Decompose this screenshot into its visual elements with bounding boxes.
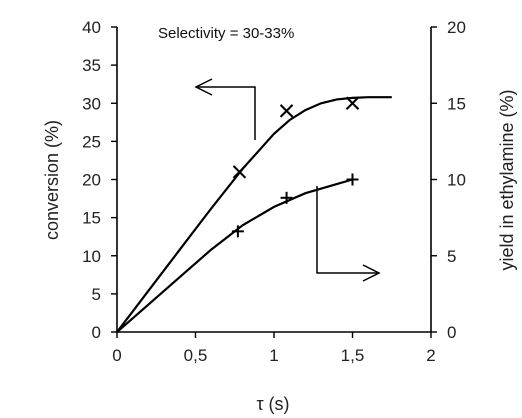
y-right-tick-label: 10 — [447, 171, 466, 190]
arrow-to-right-axis — [316, 186, 377, 274]
x-tick-label: 1 — [269, 346, 278, 365]
x-axis-label: τ (s) — [256, 394, 289, 414]
y-right-tick-label: 0 — [447, 323, 456, 342]
arrow-to-left-axis-head — [194, 78, 213, 96]
conversion-point — [232, 165, 247, 179]
conversion-point — [345, 96, 360, 110]
y-right-tick-label: 5 — [447, 247, 456, 266]
x-tick-label: 2 — [426, 346, 435, 365]
y-left-tick-label: 30 — [82, 94, 101, 113]
yield-fit-curve — [116, 178, 353, 333]
y-left-tick-label: 25 — [82, 132, 101, 151]
selectivity-annotation: Selectivity = 30-33% — [158, 25, 294, 42]
x-marker-stroke — [279, 104, 294, 118]
yield-point — [280, 191, 293, 204]
x-tick-label: 0 — [112, 346, 121, 365]
y-left-tick-label: 10 — [82, 247, 101, 266]
x-tick-label: 0,5 — [184, 346, 208, 365]
ticks — [111, 26, 437, 338]
arrow-to-right-axis-head — [362, 264, 381, 282]
y-left-tick-label: 40 — [82, 18, 101, 37]
y-axis-left-label: conversion (%) — [42, 120, 62, 240]
conversion-point — [279, 104, 294, 118]
yield-point — [231, 225, 244, 238]
axes — [116, 27, 432, 333]
x-tick-label: 1,5 — [341, 346, 365, 365]
y-left-tick-label: 0 — [92, 323, 101, 342]
y-right-tick-label: 15 — [447, 94, 466, 113]
y-left-tick-label: 35 — [82, 56, 101, 75]
arrow-to-left-axis — [198, 86, 256, 140]
x-marker-stroke — [345, 96, 360, 110]
data-markers — [231, 96, 360, 238]
y-right-tick-label: 20 — [447, 18, 466, 37]
yield-point — [346, 173, 359, 186]
y-left-tick-label: 5 — [92, 285, 101, 304]
x-marker-stroke — [232, 165, 247, 179]
arrows — [194, 78, 381, 282]
y-left-tick-label: 15 — [82, 209, 101, 228]
conversion-fit-curve — [116, 96, 392, 333]
fit-curves — [116, 96, 392, 333]
y-axis-right-label: yield in ethylamine (%) — [497, 89, 517, 270]
y-left-tick-label: 20 — [82, 171, 101, 190]
